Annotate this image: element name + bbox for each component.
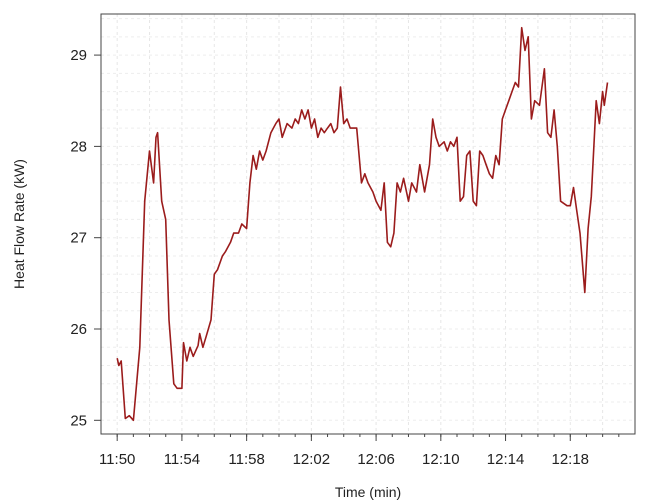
y-tick-label: 27 <box>70 230 87 247</box>
x-tick-label: 12:14 <box>487 451 525 468</box>
y-tick-label: 26 <box>70 321 87 338</box>
y-tick-label: 25 <box>70 412 87 429</box>
x-tick-label: 12:06 <box>357 451 395 468</box>
x-tick-label: 12:18 <box>551 451 589 468</box>
axis-ticks: 11:50 11:54 11:58 12:02 12:06 12:10 12:14 12:18… <box>70 47 620 468</box>
x-tick-label: 11:58 <box>228 451 264 468</box>
x-tick-label: 11:54 <box>164 451 200 468</box>
x-axis-title: Time (min) <box>335 484 401 500</box>
heat-flow-series-line <box>116 26 609 422</box>
x-tick-label: 12:02 <box>293 451 331 468</box>
y-tick-label: 29 <box>70 47 87 64</box>
x-tick-label: 11:50 <box>99 451 135 468</box>
x-tick-label: 12:10 <box>422 451 460 468</box>
y-axis-title: Heat Flow Rate (kW) <box>11 159 27 289</box>
grid-lines <box>101 14 635 434</box>
plot-frame <box>100 13 636 435</box>
y-tick-label: 28 <box>70 138 87 155</box>
